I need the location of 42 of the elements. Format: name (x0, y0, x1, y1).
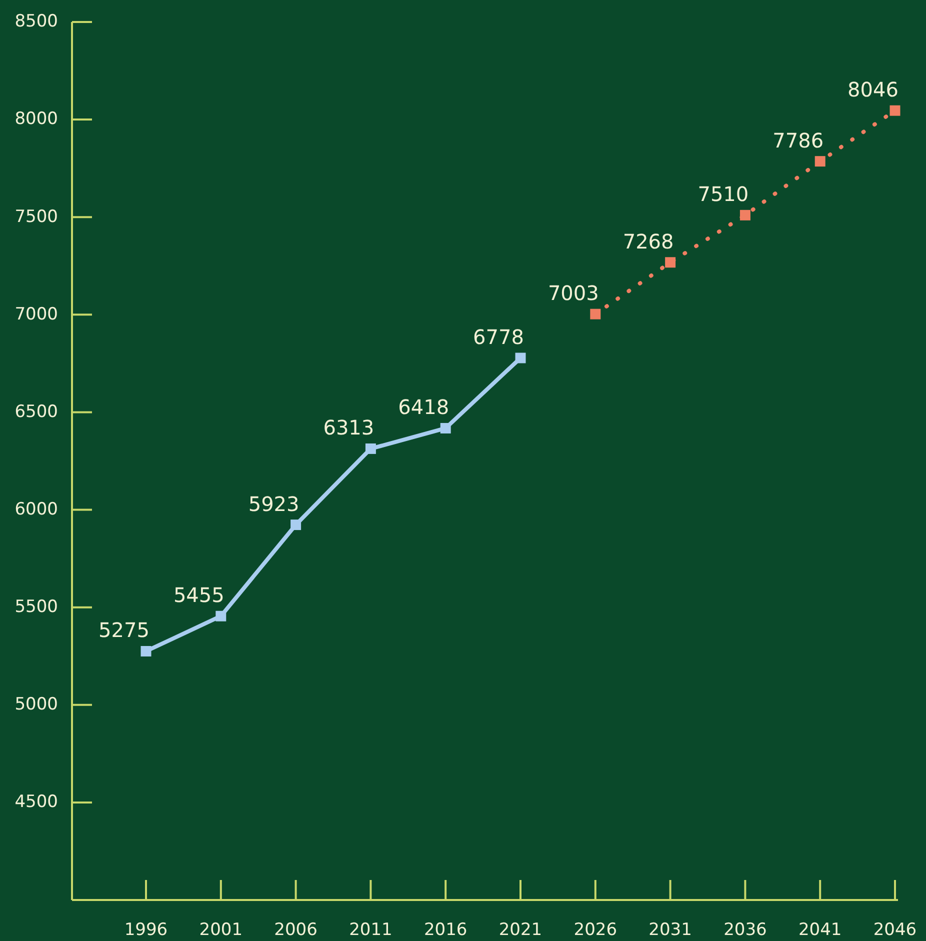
data-label: 6418 (398, 395, 450, 420)
data-label: 8046 (848, 78, 898, 102)
y-tick-label: 8000 (14, 109, 58, 130)
data-label: 5923 (248, 492, 300, 516)
y-tick-label: 4500 (14, 792, 58, 812)
y-tick-label: 5500 (14, 596, 58, 617)
data-label: 5455 (173, 583, 224, 608)
x-tick-label: 2001 (199, 920, 243, 940)
x-tick-label: 2046 (873, 920, 917, 940)
x-tick-label: 2026 (574, 920, 618, 940)
x-tick-label: 2021 (498, 920, 542, 940)
y-tick-label: 7000 (14, 304, 58, 324)
x-tick-label: 2006 (274, 920, 318, 940)
x-tick-label: 2031 (648, 920, 692, 940)
point (590, 308, 601, 320)
data-label: 6313 (323, 416, 374, 440)
data-label: 7786 (772, 128, 824, 152)
data-label: 6778 (473, 324, 524, 349)
x-tick-label: 2041 (798, 920, 842, 940)
point (740, 210, 750, 220)
y-tick-label: 6500 (14, 402, 58, 422)
x-tick-label: 1996 (124, 920, 168, 940)
point (890, 105, 900, 116)
data-label: 7003 (548, 281, 599, 306)
data-label: 7268 (622, 229, 674, 254)
point (814, 156, 826, 167)
point (665, 257, 676, 268)
y-tick-label: 5000 (14, 694, 58, 715)
y-tick-label: 8500 (14, 12, 58, 32)
y-tick-label: 7500 (14, 206, 58, 227)
x-tick-label: 2016 (424, 920, 468, 940)
point (515, 352, 526, 364)
data-label: 7510 (698, 182, 749, 206)
x-tick-label: 2011 (349, 920, 392, 940)
point (140, 646, 152, 656)
point (440, 422, 451, 434)
y-tick-label: 6000 (14, 499, 58, 520)
point (290, 520, 302, 530)
point (365, 443, 376, 454)
x-tick-label: 2036 (724, 920, 767, 940)
point (216, 610, 226, 622)
data-label: 5275 (98, 618, 150, 642)
